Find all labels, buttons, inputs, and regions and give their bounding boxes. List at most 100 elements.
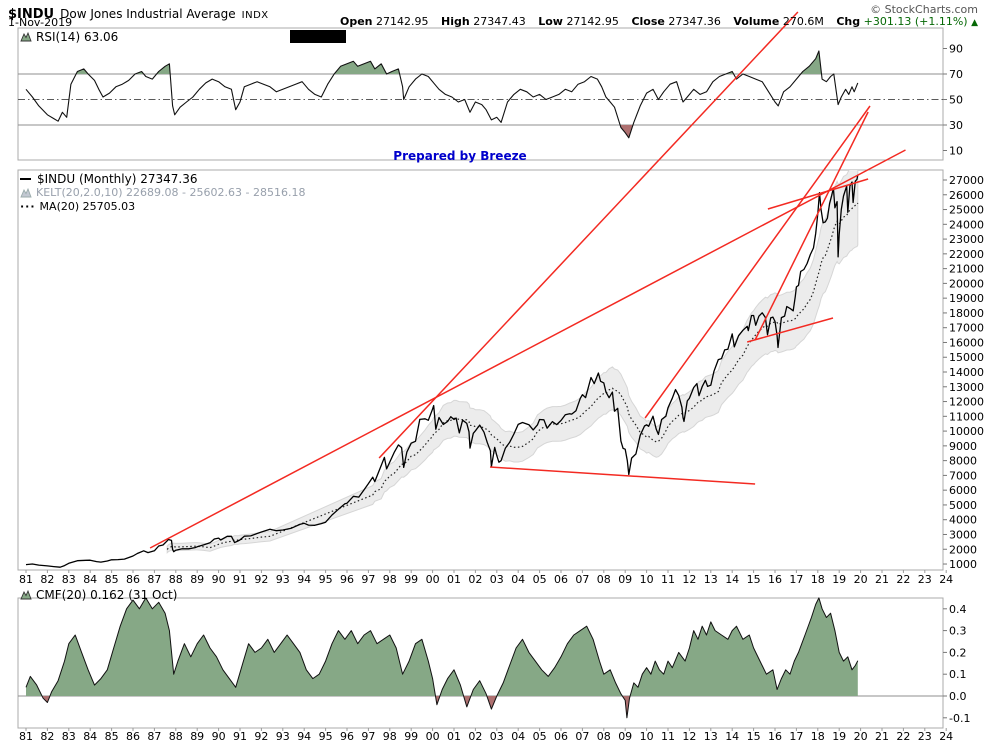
x-tick-label-main: 20 bbox=[854, 573, 868, 586]
y-tick-label: 3000 bbox=[949, 528, 977, 541]
x-tick-label-main: 07 bbox=[575, 573, 589, 586]
y-tick-label: 0.3 bbox=[949, 625, 967, 638]
x-tick-label-main: 94 bbox=[297, 573, 311, 586]
copyright: © StockCharts.com bbox=[870, 3, 978, 16]
channel-mountain-icon bbox=[20, 187, 32, 198]
x-tick-label-main: 23 bbox=[918, 573, 932, 586]
ma20-dotted-line bbox=[166, 202, 859, 550]
x-tick-label-main: 97 bbox=[361, 573, 375, 586]
x-tick-label-cmf: 90 bbox=[212, 730, 226, 743]
trendline-red-3 bbox=[644, 105, 871, 419]
x-tick-label-main: 03 bbox=[490, 573, 504, 586]
symbol-name: Dow Jones Industrial Average bbox=[60, 7, 236, 21]
x-tick-label-main: 04 bbox=[511, 573, 525, 586]
x-tick-label-cmf: 07 bbox=[575, 730, 589, 743]
x-tick-label-cmf: 97 bbox=[361, 730, 375, 743]
x-tick-label-main: 85 bbox=[105, 573, 119, 586]
high-label: High bbox=[441, 15, 470, 28]
y-tick-label: 0.1 bbox=[949, 668, 967, 681]
price-legend-label: $INDU (Monthly) 27347.36 bbox=[37, 172, 198, 186]
x-tick-label-main: 00 bbox=[426, 573, 440, 586]
x-tick-label-main: 09 bbox=[618, 573, 632, 586]
x-tick-label-cmf: 82 bbox=[40, 730, 54, 743]
x-tick-label-main: 98 bbox=[383, 573, 397, 586]
x-tick-label-cmf: 10 bbox=[640, 730, 654, 743]
x-tick-label-main: 22 bbox=[896, 573, 910, 586]
x-tick-label-main: 99 bbox=[404, 573, 418, 586]
x-tick-label-main: 12 bbox=[682, 573, 696, 586]
trendline-red-1 bbox=[149, 149, 906, 549]
chg-value: +301.13 (+1.11%) bbox=[863, 15, 968, 28]
price-panel bbox=[17, 169, 944, 571]
x-tick-label-main: 24 bbox=[939, 573, 953, 586]
symbol-exchange: INDX bbox=[241, 10, 269, 21]
y-tick-label: 18000 bbox=[949, 307, 984, 320]
ma-dotted-icon: ··· bbox=[20, 200, 36, 213]
y-tick-label: 2000 bbox=[949, 543, 977, 556]
kelt-legend-label: KELT(20,2.0,10) 22689.08 - 25602.63 - 28… bbox=[36, 186, 306, 199]
indicator-mountain-icon bbox=[20, 31, 32, 42]
y-tick-label: 30 bbox=[949, 119, 963, 132]
x-tick-label-main: 91 bbox=[233, 573, 247, 586]
ma-legend-row: ··· MA(20) 25705.03 bbox=[20, 200, 305, 214]
quote-summary: Open 27142.95 High 27347.43 Low 27142.95… bbox=[331, 15, 978, 28]
x-tick-label-cmf: 18 bbox=[811, 730, 825, 743]
y-tick-label: 9000 bbox=[949, 440, 977, 453]
y-tick-label: 15000 bbox=[949, 351, 984, 364]
trendline-red-4 bbox=[754, 111, 869, 341]
y-tick-label: 23000 bbox=[949, 233, 984, 246]
prepared-by-note: Prepared by Breeze bbox=[393, 149, 527, 163]
x-tick-label-main: 16 bbox=[768, 573, 782, 586]
main-legend: $INDU (Monthly) 27347.36 KELT(20,2.0,10)… bbox=[20, 172, 305, 214]
x-tick-label-cmf: 81 bbox=[19, 730, 33, 743]
high-value: 27347.43 bbox=[473, 15, 526, 28]
low-label: Low bbox=[538, 15, 563, 28]
x-tick-label-cmf: 21 bbox=[875, 730, 889, 743]
x-tick-label-main: 19 bbox=[832, 573, 846, 586]
x-tick-label-main: 90 bbox=[212, 573, 226, 586]
x-tick-label-cmf: 09 bbox=[618, 730, 632, 743]
x-tick-label-cmf: 84 bbox=[83, 730, 97, 743]
x-tick-label-cmf: 01 bbox=[447, 730, 461, 743]
close-label: Close bbox=[631, 15, 665, 28]
open-value: 27142.95 bbox=[376, 15, 429, 28]
volume-label: Volume bbox=[733, 15, 780, 28]
cmf-panel bbox=[17, 597, 944, 729]
x-tick-label-main: 10 bbox=[640, 573, 654, 586]
x-tick-label-main: 08 bbox=[597, 573, 611, 586]
x-tick-label-cmf: 99 bbox=[404, 730, 418, 743]
rsi-legend-label: RSI(14) 63.06 bbox=[36, 30, 119, 44]
open-label: Open bbox=[339, 15, 373, 28]
x-tick-label-main: 93 bbox=[276, 573, 290, 586]
x-tick-label-main: 82 bbox=[40, 573, 54, 586]
symbol: $INDU bbox=[8, 7, 55, 22]
y-tick-label: 7000 bbox=[949, 469, 977, 482]
x-tick-label-cmf: 17 bbox=[789, 730, 803, 743]
trendline-red-2 bbox=[378, 11, 799, 459]
cmf-positive-fill bbox=[26, 598, 858, 696]
y-tick-label: 70 bbox=[949, 68, 963, 81]
x-tick-label-main: 84 bbox=[83, 573, 97, 586]
x-tick-label-cmf: 00 bbox=[426, 730, 440, 743]
y-tick-label: 8000 bbox=[949, 455, 977, 468]
x-tick-label-cmf: 96 bbox=[340, 730, 354, 743]
y-tick-label: 26000 bbox=[949, 189, 984, 202]
x-tick-label-main: 96 bbox=[340, 573, 354, 586]
x-tick-label-main: 13 bbox=[704, 573, 718, 586]
x-tick-label-cmf: 92 bbox=[254, 730, 268, 743]
chg-label: Chg bbox=[836, 15, 861, 28]
x-tick-label-cmf: 87 bbox=[147, 730, 161, 743]
low-value: 27142.95 bbox=[566, 15, 619, 28]
y-tick-label: 19000 bbox=[949, 292, 984, 305]
trendline-red-5 bbox=[767, 178, 869, 210]
x-tick-label-cmf: 14 bbox=[725, 730, 739, 743]
y-tick-label: 10 bbox=[949, 145, 963, 158]
keltner-channel-band bbox=[166, 170, 859, 554]
y-tick-label: 17000 bbox=[949, 322, 984, 335]
x-tick-label-main: 89 bbox=[190, 573, 204, 586]
x-tick-label-main: 11 bbox=[661, 573, 675, 586]
up-arrow-icon: ▲ bbox=[971, 18, 978, 28]
x-tick-label-cmf: 08 bbox=[597, 730, 611, 743]
x-tick-label-cmf: 88 bbox=[169, 730, 183, 743]
